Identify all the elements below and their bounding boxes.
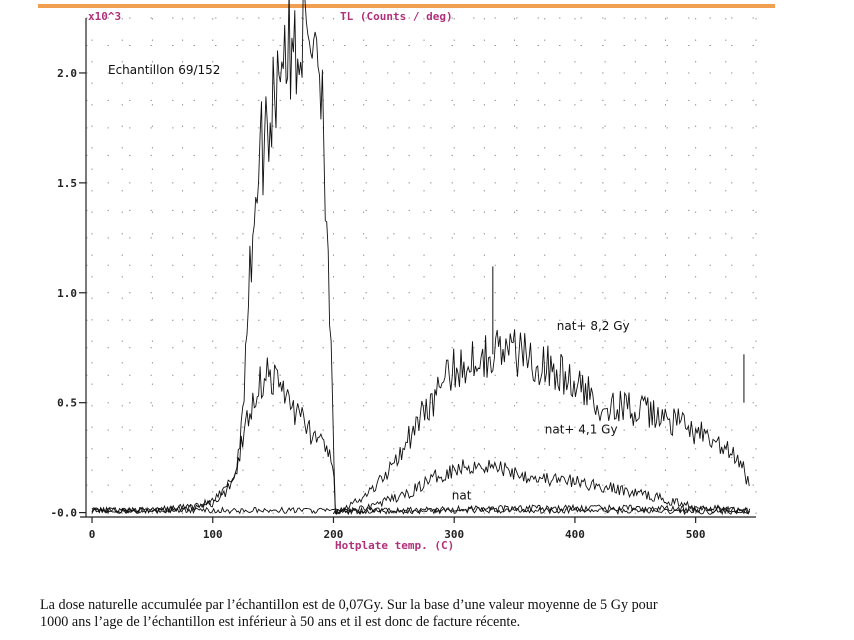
caption-line-2: 1000 ans l’age de l’échantillon est infé…	[40, 614, 521, 630]
x-tick-label: 300	[444, 528, 464, 541]
sample-label: Echantillon 69/152	[108, 63, 220, 77]
x-tick-label: 400	[565, 528, 585, 541]
curve-label: nat+ 4,1 Gy	[545, 422, 618, 436]
series-1-curve	[91, 0, 751, 516]
caption-line-1: La dose naturelle accumulée par l’échant…	[40, 597, 658, 613]
y-tick-label: 1.5	[57, 177, 77, 190]
curve-label: nat+ 8,2 Gy	[557, 319, 630, 333]
x-tick-label: 200	[324, 528, 344, 541]
y-tick-label: -0.0	[51, 507, 78, 520]
dotted-grid	[86, 17, 757, 517]
series-4-curve	[91, 503, 751, 515]
curve-label: nat	[452, 488, 472, 502]
x-tick-label: 100	[203, 528, 223, 541]
x-axis-label: Hotplate temp. (C)	[335, 539, 454, 552]
tl-glow-curve-chart: 0 100 200 300 400 500 -0.0 0.5 1.0 1.5 2.0 x10^3 T…	[51, 0, 757, 552]
x-tick-label: 500	[686, 528, 706, 541]
orange-top-rule	[38, 4, 775, 8]
data-series	[91, 0, 751, 516]
y-multiplier-label: x10^3	[88, 10, 121, 23]
series-2-curve	[91, 357, 751, 516]
caption: La dose naturelle accumulée par l’échant…	[40, 597, 840, 631]
y-tick-label: 2.0	[57, 67, 77, 80]
axes	[80, 18, 756, 518]
x-tick-label: 0	[89, 528, 96, 541]
chart-title: TL (Counts / deg)	[340, 10, 453, 23]
y-tick-label: 1.0	[57, 287, 77, 300]
series-3-curve	[333, 329, 750, 516]
y-tick-label: 0.5	[57, 397, 77, 410]
curve-annotations: nat+ 8,2 Gy nat+ 4,1 Gy nat	[452, 319, 630, 502]
tick-labels: 0 100 200 300 400 500 -0.0 0.5 1.0 1.5 2.0	[51, 67, 706, 541]
